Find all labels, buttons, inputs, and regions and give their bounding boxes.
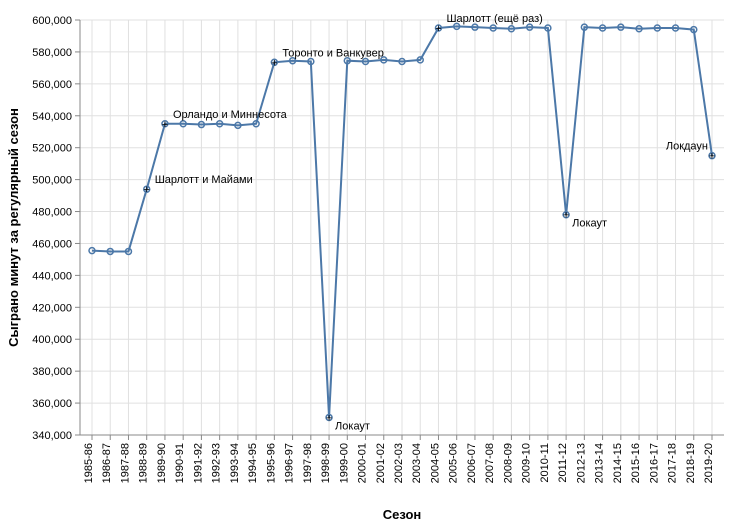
y-tick-label: 440,000 bbox=[32, 270, 72, 282]
annotation-marker: + bbox=[563, 210, 569, 222]
x-tick-label: 2003-04 bbox=[411, 443, 423, 483]
data-point bbox=[180, 121, 186, 127]
x-tick-label: 2010-11 bbox=[539, 443, 551, 483]
data-point bbox=[527, 24, 533, 30]
x-tick-label: 2013-14 bbox=[594, 443, 606, 483]
data-point bbox=[253, 121, 259, 127]
x-tick-label: 1986-87 bbox=[101, 443, 113, 483]
annotation-marker: + bbox=[162, 119, 168, 131]
y-tick-label: 580,000 bbox=[32, 47, 72, 59]
data-point bbox=[636, 26, 642, 32]
x-tick-label: 1989-90 bbox=[156, 443, 168, 483]
x-tick-label: 2019-20 bbox=[703, 443, 715, 483]
x-tick-label: 2017-18 bbox=[667, 443, 679, 483]
y-tick-label: 420,000 bbox=[32, 302, 72, 314]
data-point bbox=[673, 25, 679, 31]
annotation-label: Шарлотт (ещё раз) bbox=[446, 13, 542, 25]
data-point bbox=[125, 248, 131, 254]
x-tick-label: 2001-02 bbox=[375, 443, 387, 483]
x-tick-label: 1991-92 bbox=[192, 443, 204, 483]
annotation-marker: + bbox=[271, 57, 277, 69]
y-tick-label: 460,000 bbox=[32, 238, 72, 250]
x-tick-label: 2007-08 bbox=[484, 443, 496, 483]
x-tick-label: 2000-01 bbox=[357, 443, 369, 483]
x-tick-label: 2015-16 bbox=[630, 443, 642, 483]
x-tick-label: 2008-09 bbox=[502, 443, 514, 483]
x-tick-label: 2005-06 bbox=[448, 443, 460, 483]
x-tick-label: 1993-94 bbox=[229, 443, 241, 483]
data-point bbox=[363, 59, 369, 65]
x-tick-label: 2014-15 bbox=[612, 443, 624, 483]
data-point bbox=[107, 248, 113, 254]
x-tick-label: 2012-13 bbox=[575, 443, 587, 483]
data-point bbox=[198, 122, 204, 128]
x-tick-label: 2016-17 bbox=[648, 443, 660, 483]
x-tick-label: 1990-91 bbox=[174, 443, 186, 483]
data-point bbox=[545, 25, 551, 31]
y-tick-label: 560,000 bbox=[32, 79, 72, 91]
y-tick-label: 600,000 bbox=[32, 15, 72, 27]
x-tick-label: 2002-03 bbox=[393, 443, 405, 483]
annotation-label: Локаут bbox=[335, 420, 370, 432]
x-tick-label: 2018-19 bbox=[685, 443, 697, 483]
data-point bbox=[508, 26, 514, 32]
data-point bbox=[89, 248, 95, 254]
annotation-marker: + bbox=[435, 23, 441, 35]
data-point bbox=[472, 24, 478, 30]
x-tick-label: 1997-98 bbox=[302, 443, 314, 483]
y-tick-label: 360,000 bbox=[32, 398, 72, 410]
annotation-label: Торонто и Ванкувер bbox=[282, 47, 384, 59]
annotation-label: Локаут bbox=[572, 218, 607, 230]
data-point bbox=[600, 25, 606, 31]
x-tick-label: 1998-99 bbox=[320, 443, 332, 483]
data-point bbox=[417, 57, 423, 63]
data-point bbox=[654, 25, 660, 31]
data-point bbox=[490, 25, 496, 31]
x-tick-label: 1994-95 bbox=[247, 443, 259, 483]
y-tick-label: 540,000 bbox=[32, 111, 72, 123]
x-tick-label: 1988-89 bbox=[138, 443, 150, 483]
y-tick-label: 400,000 bbox=[32, 334, 72, 346]
x-tick-label: 2004-05 bbox=[429, 443, 441, 483]
x-tick-label: 1995-96 bbox=[265, 443, 277, 483]
y-tick-label: 340,000 bbox=[32, 430, 72, 442]
x-tick-label: 1985-86 bbox=[83, 443, 95, 483]
y-tick-label: 480,000 bbox=[32, 207, 72, 219]
data-point bbox=[618, 24, 624, 30]
data-point bbox=[217, 121, 223, 127]
x-axis-label: Сезон bbox=[383, 507, 422, 522]
data-point bbox=[235, 122, 241, 128]
x-tick-label: 2009-10 bbox=[521, 443, 533, 483]
y-axis-label: Сыграно минут за регулярный сезон bbox=[6, 108, 21, 347]
y-tick-label: 500,000 bbox=[32, 175, 72, 187]
data-point bbox=[581, 24, 587, 30]
data-point bbox=[308, 59, 314, 65]
annotation-marker: + bbox=[709, 151, 715, 163]
annotation-label: Шарлотт и Майами bbox=[155, 174, 253, 186]
annotation-marker: + bbox=[143, 184, 149, 196]
x-tick-label: 2011-12 bbox=[557, 443, 569, 483]
annotation-label: Локдаун bbox=[666, 141, 708, 153]
x-tick-label: 1987-88 bbox=[119, 443, 131, 483]
x-tick-label: 1996-97 bbox=[284, 443, 296, 483]
x-tick-label: 1999-00 bbox=[338, 443, 350, 483]
annotation-marker: + bbox=[326, 412, 332, 424]
y-tick-label: 380,000 bbox=[32, 366, 72, 378]
annotation-label: Орландо и Миннесота bbox=[173, 109, 288, 121]
y-tick-label: 520,000 bbox=[32, 143, 72, 155]
data-point bbox=[691, 27, 697, 33]
minutes-per-season-chart: 340,000 360,000 380,000 400,000 420,000 440,0… bbox=[0, 0, 734, 527]
data-point bbox=[399, 59, 405, 65]
x-tick-label: 1992-93 bbox=[211, 443, 223, 483]
x-tick-label: 2006-07 bbox=[466, 443, 478, 483]
